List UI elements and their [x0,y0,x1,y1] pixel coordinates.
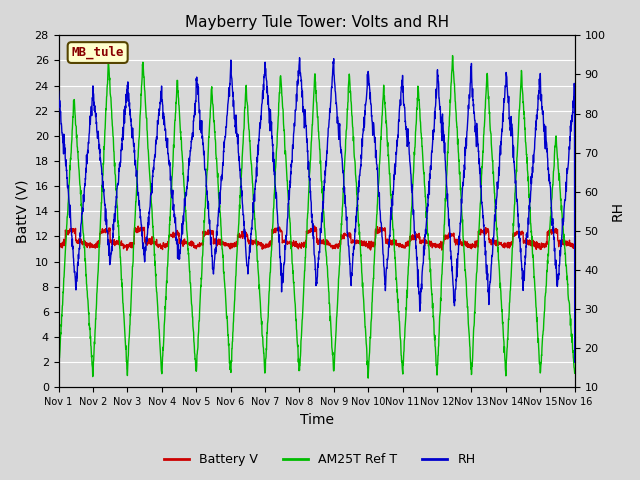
Y-axis label: RH: RH [611,201,625,221]
Y-axis label: BattV (V): BattV (V) [15,180,29,243]
X-axis label: Time: Time [300,413,333,427]
Title: Mayberry Tule Tower: Volts and RH: Mayberry Tule Tower: Volts and RH [184,15,449,30]
Legend: Battery V, AM25T Ref T, RH: Battery V, AM25T Ref T, RH [159,448,481,471]
Text: MB_tule: MB_tule [72,46,124,59]
